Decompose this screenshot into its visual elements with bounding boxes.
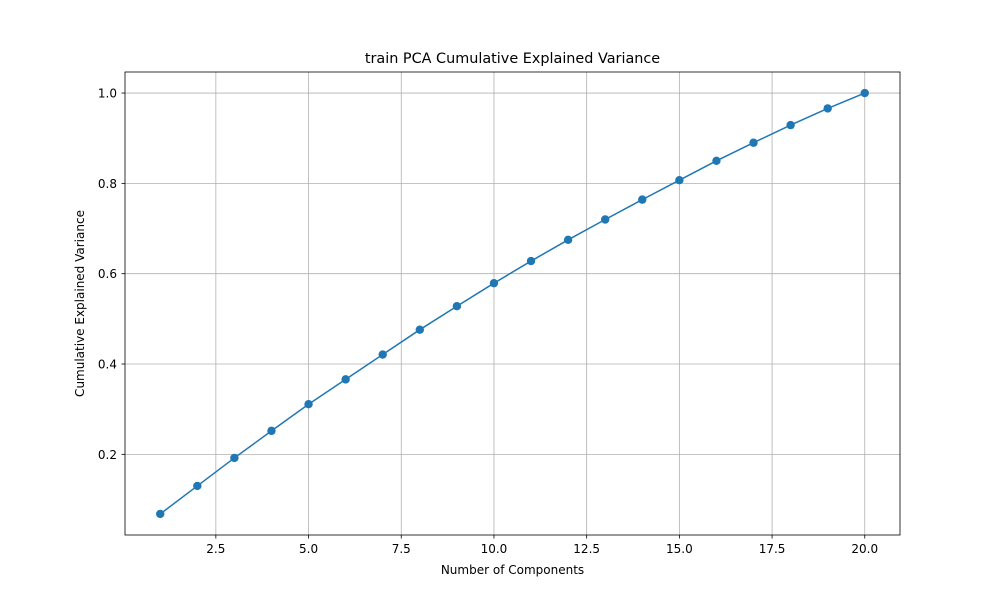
x-tick-label: 12.5: [573, 542, 600, 556]
y-axis-label: Cumulative Explained Variance: [73, 210, 87, 397]
y-tick-label: 1.0: [98, 87, 117, 101]
data-point: [341, 375, 350, 384]
data-point: [601, 215, 610, 224]
data-point: [749, 138, 758, 147]
data-point: [156, 509, 165, 519]
y-tick-label: 0.4: [98, 358, 117, 372]
data-point: [304, 400, 313, 409]
y-tick-label: 0.8: [98, 177, 117, 191]
chart-title: train PCA Cumulative Explained Variance: [365, 51, 660, 67]
axis-ticks: 2.5 5.0 7.5 10.0 12.5 15.0 17.5 20.0 0.2 0.4 0.6 0.…: [98, 87, 878, 556]
grid-lines: [125, 72, 900, 535]
series-line: [159, 92, 866, 515]
data-point: [378, 350, 387, 359]
data-point: [267, 426, 276, 436]
data-point: [526, 256, 536, 266]
y-tick-label: 0.6: [98, 267, 117, 281]
data-point: [415, 325, 424, 334]
data-point: [638, 195, 647, 204]
y-tick-label: 0.2: [98, 448, 117, 462]
data-point: [786, 120, 795, 130]
data-point: [675, 176, 684, 185]
x-tick-label: 17.5: [759, 542, 786, 556]
data-point: [193, 481, 202, 491]
data-point: [452, 302, 462, 311]
data-point: [563, 235, 573, 245]
x-tick-label: 2.5: [206, 542, 225, 556]
plot-frame: [124, 71, 901, 536]
data-point: [489, 278, 499, 288]
x-tick-label: 5.0: [299, 542, 318, 556]
data-point: [712, 156, 721, 165]
x-tick-label: 7.5: [392, 542, 411, 556]
series-layer: [156, 88, 869, 519]
data-point: [230, 453, 239, 463]
x-tick-label: 15.0: [666, 542, 693, 556]
x-tick-label: 10.0: [481, 542, 508, 556]
data-point: [823, 104, 832, 113]
x-axis-label: Number of Components: [441, 563, 584, 577]
data-point: [860, 88, 869, 98]
x-tick-label: 20.0: [851, 542, 878, 556]
